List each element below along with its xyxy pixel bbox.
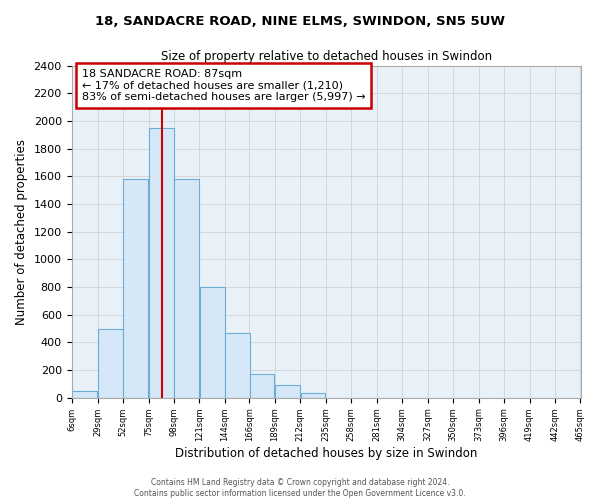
Bar [149,128,174,398]
Bar [301,393,325,398]
Bar [225,332,250,398]
Title: Size of property relative to detached houses in Swindon: Size of property relative to detached ho… [161,50,492,63]
Text: 18 SANDACRE ROAD: 87sqm
← 17% of detached houses are smaller (1,210)
83% of semi: 18 SANDACRE ROAD: 87sqm ← 17% of detache… [82,69,365,102]
Bar [200,287,224,398]
Bar [250,374,274,398]
Text: 18, SANDACRE ROAD, NINE ELMS, SWINDON, SN5 5UW: 18, SANDACRE ROAD, NINE ELMS, SWINDON, S… [95,15,505,28]
X-axis label: Distribution of detached houses by size in Swindon: Distribution of detached houses by size … [175,447,478,460]
Bar [275,386,300,398]
Y-axis label: Number of detached properties: Number of detached properties [15,138,28,324]
Bar [98,328,123,398]
Text: Contains HM Land Registry data © Crown copyright and database right 2024.
Contai: Contains HM Land Registry data © Crown c… [134,478,466,498]
Bar [73,391,97,398]
Bar [124,179,148,398]
Bar [174,179,199,398]
